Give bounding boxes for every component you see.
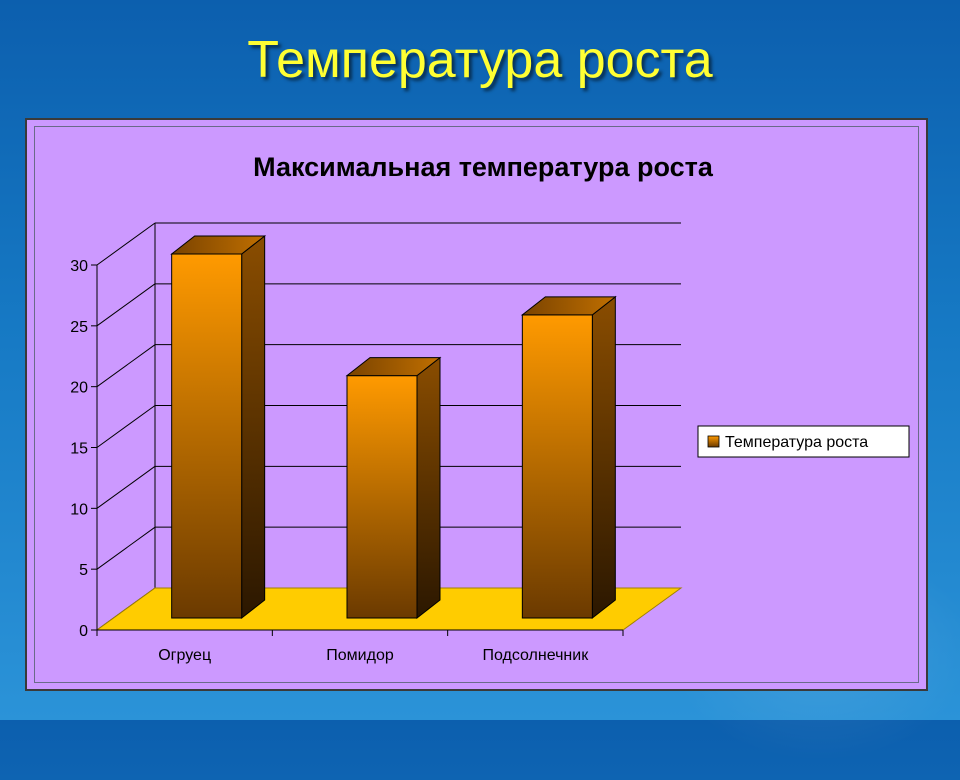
legend-swatch [707, 435, 720, 448]
y-tick-label: 5 [79, 562, 88, 579]
legend-box [697, 425, 910, 458]
bar-front [521, 314, 593, 619]
bar-side [416, 356, 441, 620]
x-category-label: Помидор [326, 647, 394, 664]
bar-top [345, 357, 442, 377]
y-tick-label: 15 [70, 441, 88, 458]
chart-svg: Максимальная температура роста 0 5 10 15 20 2… [70, 152, 910, 664]
bar-side [241, 234, 266, 620]
side-wall-gridline [96, 405, 156, 448]
bar-top [520, 296, 617, 316]
axis-layer: 0 5 10 15 20 25 30 Огруец Помидор Подсолнечник [70, 258, 624, 664]
bar-front [346, 375, 418, 619]
y-tick-label: 20 [70, 380, 88, 397]
bar-front [171, 253, 243, 619]
bar [345, 356, 442, 620]
side-wall-gridline [96, 526, 156, 570]
bar-top [170, 235, 267, 255]
bar [520, 295, 617, 620]
legend: Температура роста [697, 425, 910, 458]
side-wall-gridline [96, 344, 156, 388]
y-tick-label: 10 [70, 501, 88, 518]
y-tick-label: 25 [70, 319, 88, 336]
slide-title: Температура роста [247, 31, 713, 89]
side-wall-gridline [96, 222, 156, 266]
bars-layer [170, 234, 617, 620]
x-category-label: Огруец [158, 647, 211, 664]
bar-side [591, 295, 616, 620]
y-tick-label: 30 [70, 258, 88, 275]
chart-border [34, 126, 919, 683]
x-category-label: Подсолнечник [482, 647, 589, 664]
bar [170, 234, 267, 620]
side-wall-gridline [96, 283, 156, 327]
legend-label: Температура роста [725, 434, 868, 451]
y-tick-label: 0 [79, 623, 88, 640]
side-wall-gridline [96, 465, 156, 509]
chart-title: Максимальная температура роста [253, 152, 714, 182]
